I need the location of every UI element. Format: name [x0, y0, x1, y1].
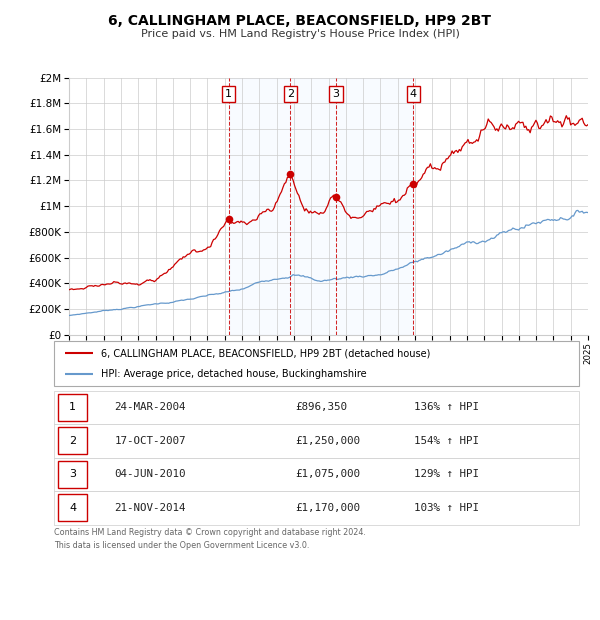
Text: 3: 3 [332, 89, 340, 99]
Text: HPI: Average price, detached house, Buckinghamshire: HPI: Average price, detached house, Buck… [101, 368, 367, 379]
Bar [58, 394, 87, 421]
Text: 2: 2 [69, 436, 76, 446]
Text: This data is licensed under the Open Government Licence v3.0.: This data is licensed under the Open Gov… [54, 541, 310, 551]
Bar [229, 78, 413, 335]
Text: Contains HM Land Registry data © Crown copyright and database right 2024.: Contains HM Land Registry data © Crown c… [54, 528, 366, 537]
Text: 103% ↑ HPI: 103% ↑ HPI [413, 503, 479, 513]
Text: 3: 3 [69, 469, 76, 479]
Text: Price paid vs. HM Land Registry's House Price Index (HPI): Price paid vs. HM Land Registry's House … [140, 29, 460, 38]
Bar [58, 427, 87, 454]
Text: 1: 1 [69, 402, 76, 412]
Text: 17-OCT-2007: 17-OCT-2007 [115, 436, 186, 446]
Text: 04-JUN-2010: 04-JUN-2010 [115, 469, 186, 479]
Text: £896,350: £896,350 [296, 402, 347, 412]
Text: 21-NOV-2014: 21-NOV-2014 [115, 503, 186, 513]
Text: 6, CALLINGHAM PLACE, BEACONSFIELD, HP9 2BT (detached house): 6, CALLINGHAM PLACE, BEACONSFIELD, HP9 2… [101, 348, 431, 358]
Text: 154% ↑ HPI: 154% ↑ HPI [413, 436, 479, 446]
Text: 1: 1 [225, 89, 232, 99]
Text: £1,250,000: £1,250,000 [296, 436, 361, 446]
Text: 136% ↑ HPI: 136% ↑ HPI [413, 402, 479, 412]
Bar [58, 494, 87, 521]
Bar [58, 461, 87, 488]
Text: 2: 2 [287, 89, 294, 99]
Text: £1,170,000: £1,170,000 [296, 503, 361, 513]
Text: £1,075,000: £1,075,000 [296, 469, 361, 479]
Text: 4: 4 [410, 89, 417, 99]
Text: 4: 4 [69, 503, 76, 513]
Text: 6, CALLINGHAM PLACE, BEACONSFIELD, HP9 2BT: 6, CALLINGHAM PLACE, BEACONSFIELD, HP9 2… [109, 14, 491, 28]
Text: 129% ↑ HPI: 129% ↑ HPI [413, 469, 479, 479]
Text: 24-MAR-2004: 24-MAR-2004 [115, 402, 186, 412]
